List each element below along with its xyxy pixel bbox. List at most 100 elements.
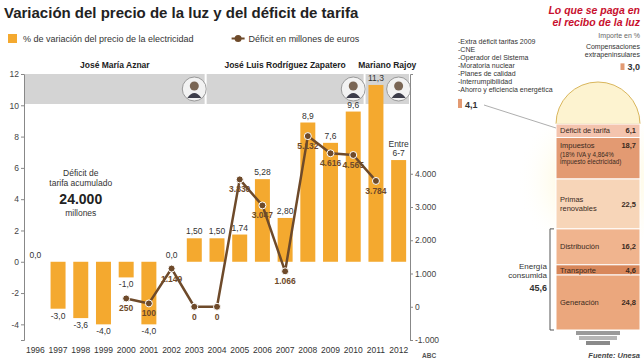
line-label: 0 xyxy=(192,312,197,322)
legend-label: % de variación del precio de la electric… xyxy=(23,34,194,44)
period-band xyxy=(207,74,364,104)
segment-label-line: renovables xyxy=(560,204,597,213)
data-labels: 0,0-3,0-3,6-4,0-1,0-4,00,01,501,501,745,… xyxy=(29,73,409,336)
portrait xyxy=(341,77,365,101)
tick: 2 xyxy=(14,226,24,236)
point xyxy=(214,303,221,310)
tick-label: 1999 xyxy=(94,345,113,355)
bar-label-line: 8,9 xyxy=(302,111,314,121)
bar-label: 1,50 xyxy=(186,226,203,236)
tick-label: 2012 xyxy=(389,345,408,355)
tick: 2.000 xyxy=(410,235,437,245)
bar-label: -4,0 xyxy=(142,326,157,336)
bulb-labels: 6,1Déficit de tarifa18,7Impuestos(18% IV… xyxy=(560,126,636,307)
legend-swatch xyxy=(8,34,17,43)
tick: 2002 xyxy=(162,340,181,355)
legend-item: % de variación del precio de la electric… xyxy=(8,34,194,44)
callout-label: Compensacionesextrapeninsulares xyxy=(585,43,641,59)
tick-label: 2001 xyxy=(139,345,158,355)
bar-label-line: 6-7 xyxy=(392,148,405,158)
segment-label: Transporte xyxy=(560,266,596,275)
callout-item: -Operador del Sistema xyxy=(458,54,529,62)
bar-label: -3,6 xyxy=(73,320,88,330)
annotation-amount: 24.000 xyxy=(59,191,102,207)
line xyxy=(126,136,376,307)
group-value: 45,6 xyxy=(529,283,547,293)
segment-value: 6,1 xyxy=(626,126,636,135)
bar-label-line: 7,6 xyxy=(325,131,337,141)
tick-label: 2002 xyxy=(162,345,181,355)
tick: 1999 xyxy=(94,340,113,355)
tick-label: -4 xyxy=(11,320,19,330)
tick: 2012 xyxy=(389,340,408,355)
tick-label: 2009 xyxy=(321,345,340,355)
segment xyxy=(556,138,640,179)
callout-item: -CNE xyxy=(458,46,475,53)
tick-label: 0 xyxy=(14,257,19,267)
portrait-body xyxy=(392,93,406,98)
tick: 0 xyxy=(14,257,24,267)
tick-mark xyxy=(21,74,24,75)
bar xyxy=(141,262,156,325)
bulb-base xyxy=(576,331,620,335)
segment xyxy=(556,265,640,275)
bar-label: -3,0 xyxy=(51,311,66,321)
point xyxy=(191,303,198,310)
y-axis: -4-2024681012 xyxy=(10,69,25,340)
bar xyxy=(96,262,111,325)
portrait-body xyxy=(187,93,201,98)
bar xyxy=(187,238,202,261)
bulb-subtitle: Importe en % xyxy=(598,32,640,40)
tick-mark xyxy=(21,262,24,263)
line-label: 1.066 xyxy=(274,276,296,286)
tick: 2006 xyxy=(253,340,272,355)
callout-mark xyxy=(620,63,624,70)
callout-item: -Planes de calidad xyxy=(458,70,516,77)
period-label: José Luis Rodríguez Zapatero xyxy=(224,60,345,70)
y2-axis: -1.00001.0002.0003.0004.000 xyxy=(410,75,439,346)
line-label: 3.784 xyxy=(365,186,387,196)
bar-label: 1,74 xyxy=(231,223,248,233)
tick-label: 1996 xyxy=(26,345,45,355)
tick-label: 4 xyxy=(14,194,19,204)
line-label: 0 xyxy=(215,312,220,322)
callout-leader xyxy=(484,105,556,128)
callout-item: -Extra déficit tarifas 2009 xyxy=(458,38,536,45)
line-label: 3.047 xyxy=(252,210,274,220)
bar-label-line: -4,0 xyxy=(96,326,111,336)
bulb-segments xyxy=(556,124,640,330)
point xyxy=(259,202,266,209)
segment-detail: (18% IVA y 4,864%impuesto electricidad) xyxy=(560,151,621,166)
bar xyxy=(232,235,247,262)
portrait-head xyxy=(394,82,403,91)
tick: 2003 xyxy=(185,340,204,355)
bar-label: 0,0 xyxy=(29,250,41,260)
bar xyxy=(28,261,43,262)
tick-label: 2011 xyxy=(367,345,386,355)
annotation: Déficit detarifa acumulado xyxy=(49,168,112,188)
tick-label: -2 xyxy=(11,288,19,298)
tick: 0 xyxy=(410,302,420,312)
segment-value: 24,8 xyxy=(621,298,636,307)
chart-bill-bulb: Lo que se paga enel recibo de la luzImpo… xyxy=(458,4,644,360)
periods: José María AznarJosé Luis Rodríguez Zapa… xyxy=(25,60,417,104)
point xyxy=(327,150,334,157)
tick: 2009 xyxy=(321,340,340,355)
bar-label-line: 0,0 xyxy=(166,250,178,260)
tick-mark xyxy=(21,199,24,200)
tick: 2008 xyxy=(298,340,317,355)
tick: 4.000 xyxy=(410,169,437,179)
tick-label: 4.000 xyxy=(415,169,437,179)
segment-value: 4,6 xyxy=(626,266,636,275)
tick: 10 xyxy=(10,101,24,111)
point xyxy=(282,268,289,275)
portrait-body xyxy=(346,93,360,98)
group-bracket xyxy=(550,229,554,330)
annotation-line: Déficit de xyxy=(63,168,99,178)
annotation-line: tarifa acumulado xyxy=(49,178,112,188)
callout-value: 3,0 xyxy=(627,62,640,72)
tick-mark xyxy=(21,230,24,231)
point xyxy=(350,151,357,158)
tick-label: 10 xyxy=(10,101,20,111)
infographic: Variación del precio de la luz y del déf… xyxy=(0,0,644,362)
